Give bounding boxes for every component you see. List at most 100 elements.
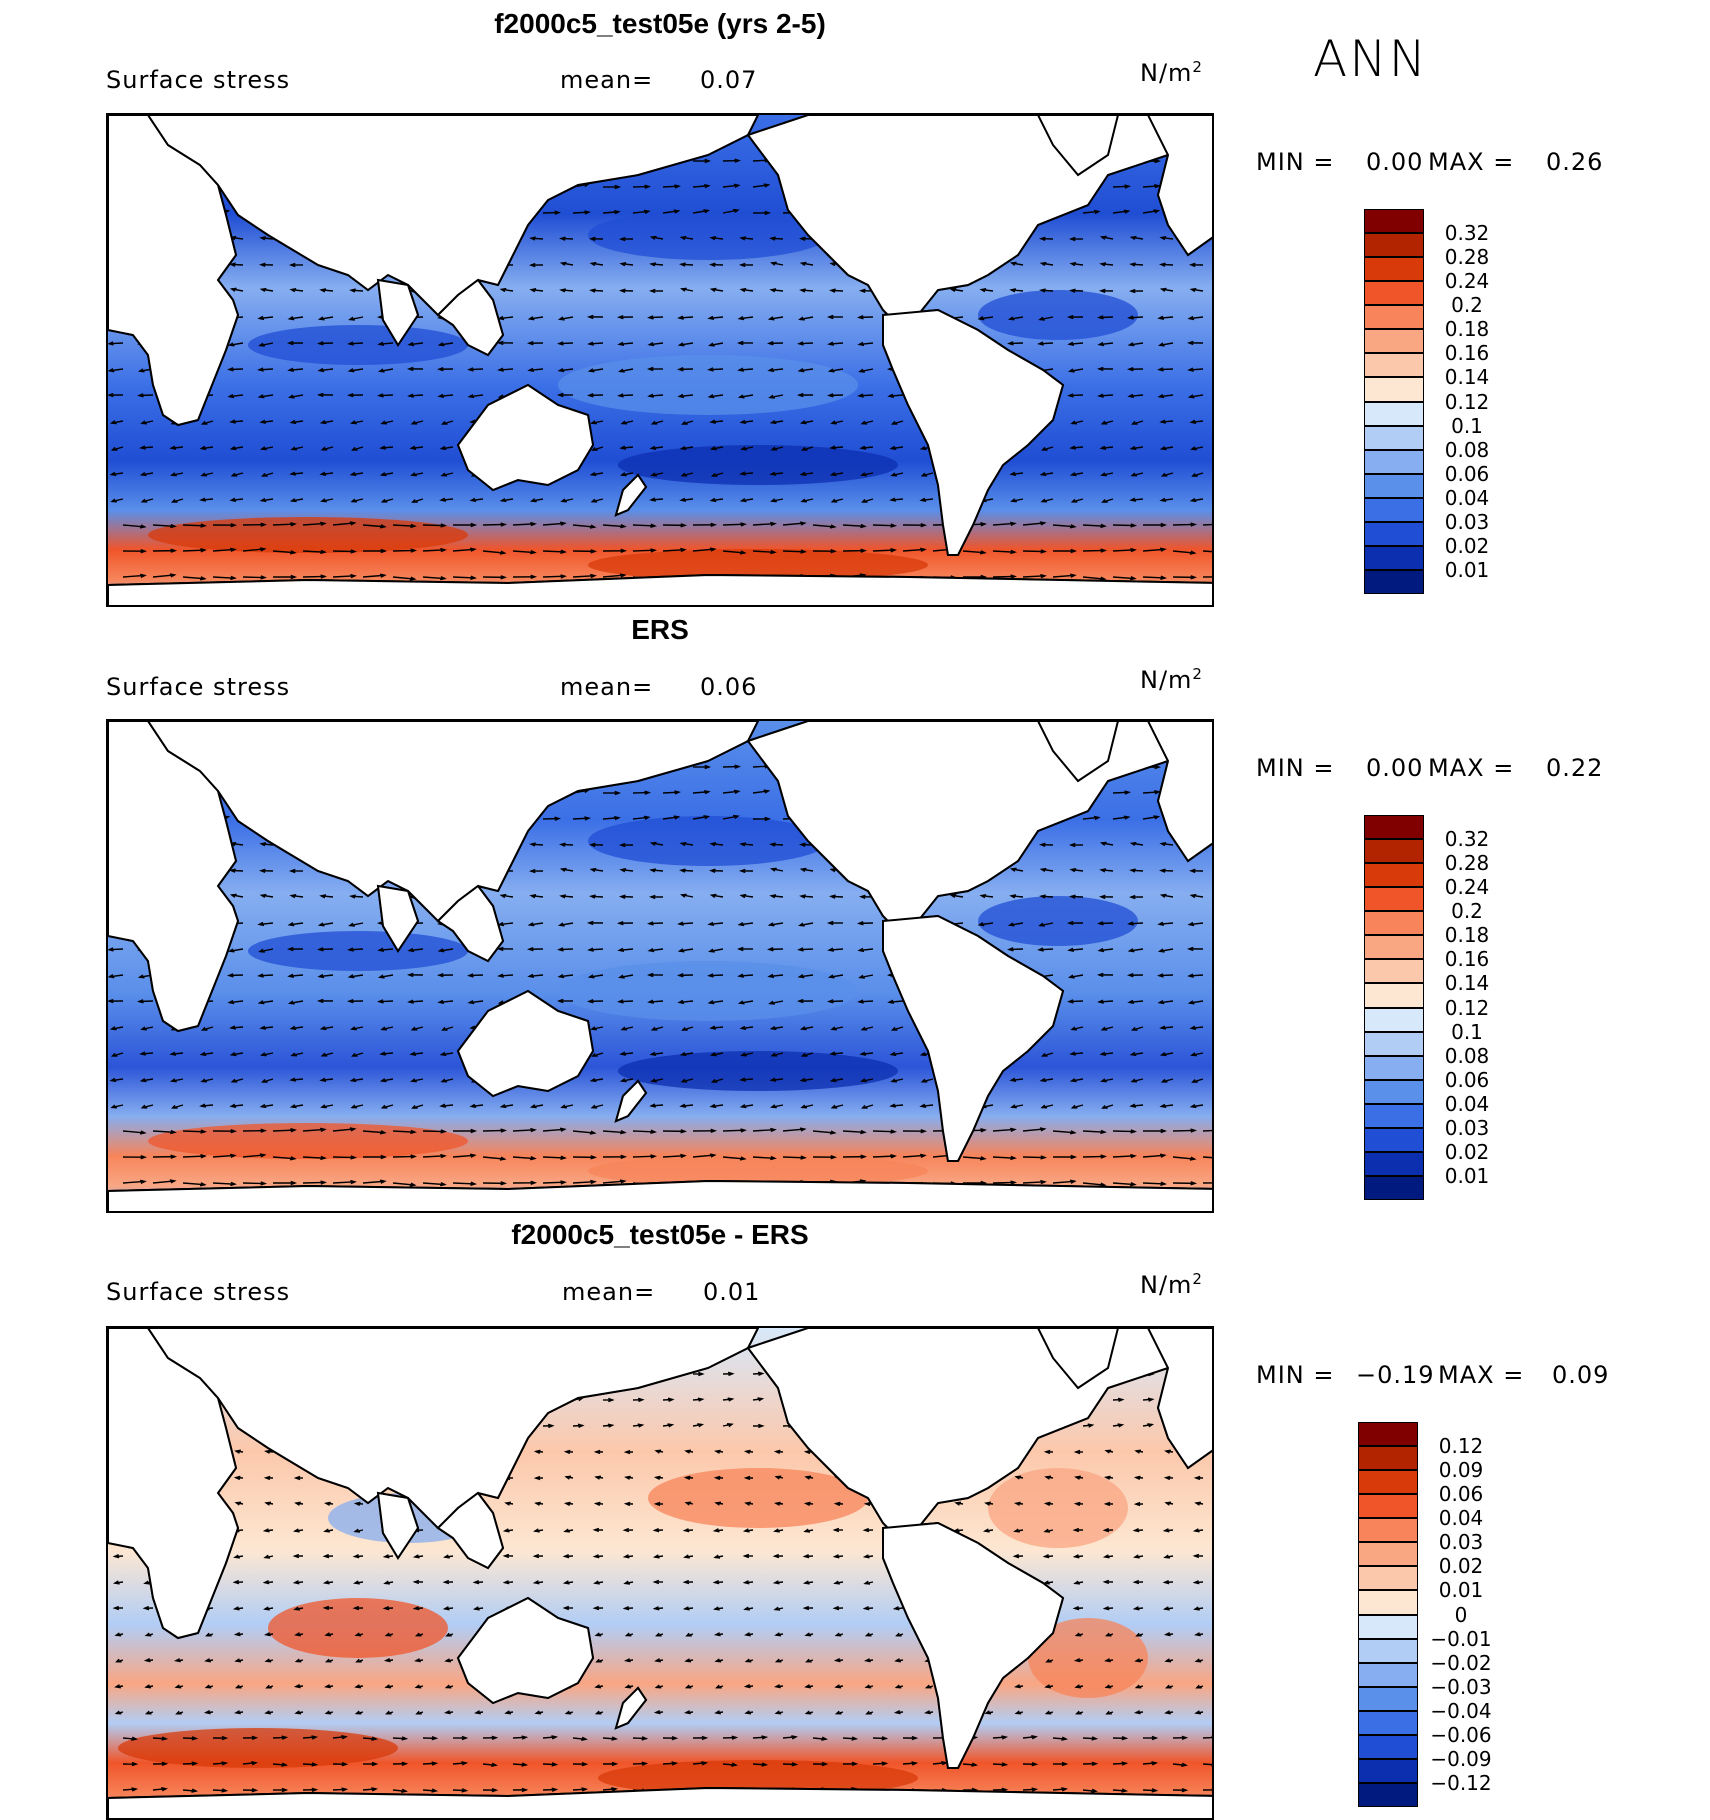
mean-label: mean= <box>562 1278 655 1306</box>
colorbar-swatch <box>1364 1104 1424 1128</box>
season-label: ANN <box>1313 30 1428 88</box>
colorbar-swatch <box>1364 570 1424 594</box>
colorbar-swatch <box>1364 450 1424 474</box>
colorbar-tick-label: 0.28 <box>1432 851 1502 875</box>
colorbar-tick-label: 0.16 <box>1432 341 1502 365</box>
colorbar-tick-label: 0.03 <box>1432 1116 1502 1140</box>
map-plot <box>106 113 1214 607</box>
colorbar-swatch <box>1364 935 1424 959</box>
colorbar-tick-label: 0.32 <box>1432 827 1502 851</box>
stress-contour <box>248 931 468 971</box>
colorbar-swatch <box>1358 1735 1418 1759</box>
colorbar-tick-label: 0.08 <box>1432 1044 1502 1068</box>
colorbar-swatch <box>1358 1663 1418 1687</box>
max-value: 0.09 <box>1552 1361 1609 1389</box>
colorbar-swatch <box>1364 839 1424 863</box>
colorbar-tick-label: 0.03 <box>1426 1530 1496 1554</box>
mean-value: 0.01 <box>703 1278 760 1306</box>
stress-contour <box>588 210 828 260</box>
stress-contour <box>558 961 858 1021</box>
max-label: MAX = <box>1428 148 1514 176</box>
colorbar-tick-label: 0.12 <box>1432 996 1502 1020</box>
colorbar-swatch <box>1358 1542 1418 1566</box>
mean-value: 0.06 <box>700 673 757 701</box>
colorbar-tick-label: 0.2 <box>1432 899 1502 923</box>
stress-contour <box>588 816 828 866</box>
colorbar-tick-label: 0.18 <box>1432 317 1502 341</box>
colorbar-tick-label: 0.2 <box>1432 293 1502 317</box>
colorbar-swatch <box>1364 305 1424 329</box>
stress-contour <box>978 896 1138 946</box>
colorbar-swatch <box>1364 1128 1424 1152</box>
stress-contour <box>148 517 468 553</box>
colorbar-tick-label: 0.1 <box>1432 414 1502 438</box>
mean-label: mean= <box>560 673 653 701</box>
colorbar-swatch <box>1358 1615 1418 1639</box>
colorbar-swatch <box>1358 1783 1418 1807</box>
colorbar-tick-label: 0.24 <box>1432 875 1502 899</box>
colorbar-swatch <box>1364 1176 1424 1200</box>
min-value: 0.00 <box>1366 754 1423 782</box>
colorbar-tick-label: −0.12 <box>1426 1771 1496 1795</box>
colorbar-tick-label: 0.14 <box>1432 971 1502 995</box>
stress-contour <box>148 1123 468 1159</box>
colorbar-tick-label: 0.32 <box>1432 221 1502 245</box>
colorbar-tick-label: 0.24 <box>1432 269 1502 293</box>
colorbar-swatch <box>1364 522 1424 546</box>
stress-contour <box>988 1468 1128 1548</box>
variable-label: Surface stress <box>106 66 290 94</box>
variable-label: Surface stress <box>106 1278 290 1306</box>
stress-contour <box>978 290 1138 340</box>
max-value: 0.26 <box>1546 148 1603 176</box>
colorbar-swatch <box>1364 402 1424 426</box>
colorbar-tick-label: 0.04 <box>1426 1506 1496 1530</box>
colorbar-tick-label: 0.18 <box>1432 923 1502 947</box>
panel-title: f2000c5_test05e (yrs 2-5) <box>400 8 920 40</box>
units-label: N/m2 <box>1140 1270 1203 1299</box>
panel-title: ERS <box>400 614 920 646</box>
map-svg <box>108 1328 1214 1820</box>
variable-label: Surface stress <box>106 673 290 701</box>
colorbar-swatch <box>1358 1422 1418 1446</box>
stress-contour <box>248 325 468 365</box>
colorbar-tick-label: 0.02 <box>1432 1140 1502 1164</box>
stress-contour <box>618 445 898 485</box>
colorbar-tick-label: 0.06 <box>1432 1068 1502 1092</box>
colorbar-swatch <box>1364 474 1424 498</box>
colorbar-tick-label: 0.03 <box>1432 510 1502 534</box>
colorbar-tick-label: −0.02 <box>1426 1651 1496 1675</box>
colorbar-tick-label: 0.08 <box>1432 438 1502 462</box>
stress-contour <box>558 355 858 415</box>
min-value: 0.00 <box>1366 148 1423 176</box>
min-label: MIN = <box>1256 1361 1334 1389</box>
colorbar-swatch <box>1358 1687 1418 1711</box>
map-svg <box>108 115 1214 607</box>
map-plot <box>106 719 1214 1213</box>
colorbar-swatch <box>1358 1518 1418 1542</box>
colorbar-tick-label: 0.14 <box>1432 365 1502 389</box>
colorbar-swatch <box>1358 1446 1418 1470</box>
colorbar-swatch <box>1364 1032 1424 1056</box>
min-label: MIN = <box>1256 148 1334 176</box>
mean-value: 0.07 <box>700 66 757 94</box>
colorbar-swatch <box>1364 329 1424 353</box>
colorbar-tick-label: 0.28 <box>1432 245 1502 269</box>
max-value: 0.22 <box>1546 754 1603 782</box>
units-label: N/m2 <box>1140 58 1203 87</box>
max-label: MAX = <box>1438 1361 1524 1389</box>
colorbar-swatch <box>1364 257 1424 281</box>
colorbar-tick-label: 0.06 <box>1426 1482 1496 1506</box>
colorbar-swatch <box>1364 546 1424 570</box>
colorbar-tick-label: 0.16 <box>1432 947 1502 971</box>
colorbar-tick-label: −0.04 <box>1426 1699 1496 1723</box>
colorbar-swatch <box>1364 377 1424 401</box>
panel-title: f2000c5_test05e - ERS <box>400 1219 920 1251</box>
mean-label: mean= <box>560 66 653 94</box>
colorbar-tick-label: 0.01 <box>1426 1578 1496 1602</box>
colorbar-tick-label: −0.01 <box>1426 1627 1496 1651</box>
colorbar-tick-label: 0.04 <box>1432 486 1502 510</box>
colorbar-swatch <box>1358 1590 1418 1614</box>
colorbar-swatch <box>1364 233 1424 257</box>
